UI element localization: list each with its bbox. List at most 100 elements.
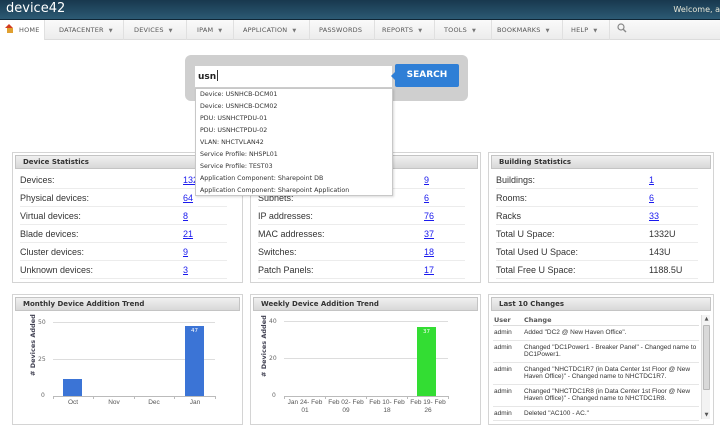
- app-logo[interactable]: device42: [6, 1, 66, 16]
- stat-row: Blade devices: 21: [20, 225, 227, 243]
- nav-help[interactable]: HELP ▼: [563, 20, 610, 40]
- col-user: User: [494, 316, 511, 324]
- y-tick: 50: [38, 319, 46, 326]
- stat-link[interactable]: 17: [424, 265, 435, 275]
- nav-bookmarks[interactable]: BOOKMARKS ▼: [492, 20, 563, 40]
- search-icon[interactable]: [617, 23, 627, 36]
- monthly-trend-panel: Monthly Device Addition Trend # Devices …: [12, 294, 243, 425]
- stat-link[interactable]: 3: [183, 265, 189, 275]
- nav-passwords[interactable]: PASSWORDS: [310, 20, 375, 40]
- stat-row: Total U Space: 1332U: [496, 225, 698, 243]
- panel-title: Weekly Device Addition Trend: [253, 297, 478, 311]
- stat-link[interactable]: 37: [424, 229, 435, 239]
- building-statistics-panel: Building Statistics Buildings: 1 Rooms: 6 …: [488, 152, 714, 283]
- home-icon: [5, 24, 14, 33]
- suggestion-item[interactable]: Application Component: Sharepoint DB: [200, 175, 324, 182]
- stat-link[interactable]: 64: [183, 193, 194, 203]
- search-button[interactable]: SEARCH: [391, 64, 459, 87]
- nav-datacenter[interactable]: DATACENTER ▼: [49, 20, 124, 40]
- panel-title: Device Statistics: [15, 155, 240, 169]
- x-category: Feb 02- Feb 09: [328, 399, 364, 414]
- text-cursor: [217, 70, 219, 81]
- weekly-trend-panel: Weekly Device Addition Trend # Devices A…: [250, 294, 481, 425]
- stat-row: Total Used U Space: 143U: [496, 243, 698, 261]
- stat-link[interactable]: 8: [183, 211, 189, 221]
- x-category: Jan 24- Feb 01: [287, 399, 323, 414]
- table-row: admin Changed "NHCTDC1R8 (in Data Center …: [493, 385, 699, 407]
- y-axis-label: # Devices Added: [260, 315, 268, 377]
- stat-link[interactable]: 18: [424, 247, 435, 257]
- nav-tools[interactable]: TOOLS ▼: [435, 20, 492, 40]
- panel-title: Monthly Device Addition Trend: [15, 297, 240, 311]
- stat-row: Physical devices: 64: [20, 189, 227, 207]
- stat-row: Total Free U Space: 1188.5U: [496, 261, 698, 279]
- table-row: admin Changed "DC1Power1 - Breaker Panel"…: [493, 341, 699, 363]
- scroll-thumb[interactable]: [703, 325, 710, 390]
- chevron-down-icon: ▼: [108, 28, 113, 34]
- search-suggestions-dropdown: Device: USNHCB-DCM01 Device: USNHCB-DCM0…: [195, 88, 393, 196]
- stat-row: Devices: 132: [20, 171, 227, 189]
- y-tick: 0: [41, 392, 45, 399]
- stat-row: Subnets: 6: [258, 189, 465, 207]
- nav-application[interactable]: APPLICATION ▼: [234, 20, 310, 40]
- suggestion-item[interactable]: Service Profile: TEST03: [200, 163, 273, 170]
- panel-title: Last 10 Changes: [491, 297, 711, 311]
- stat-value: 143U: [649, 247, 671, 257]
- chevron-down-icon: ▼: [292, 28, 297, 34]
- nav-devices[interactable]: DEVICES ▼: [124, 20, 187, 40]
- suggestion-item[interactable]: VLAN: NHCTVLAN42: [200, 139, 264, 146]
- stat-link[interactable]: 132: [183, 175, 199, 185]
- monthly-bar-chart: # Devices Added 50 25 0 47 Oct Nov Dec J…: [13, 314, 242, 424]
- x-category: Feb 10- Feb 18: [369, 399, 405, 414]
- col-change: Change: [524, 316, 552, 324]
- nav-home[interactable]: HOME: [0, 20, 45, 40]
- stat-row: Patch Panels: 17: [258, 261, 465, 279]
- stat-row: Virtual devices: 8: [20, 207, 227, 225]
- suggestion-item[interactable]: Application Component: Sharepoint Applic…: [200, 187, 350, 194]
- stat-link[interactable]: 33: [649, 211, 660, 221]
- stat-row: Racks 33: [496, 207, 698, 225]
- stat-link[interactable]: 1: [649, 175, 655, 185]
- weekly-bar-chart: # Devices Added 40 20 0 37 Jan 24- Feb 0…: [251, 314, 480, 424]
- stat-value: 1188.5U: [649, 265, 683, 275]
- nav-ipam[interactable]: IPAM ▼: [187, 20, 234, 40]
- x-category: Nov: [108, 399, 120, 406]
- chevron-down-icon: ▼: [593, 28, 598, 34]
- search-input[interactable]: usn: [195, 66, 392, 87]
- stat-link[interactable]: 9: [424, 175, 430, 185]
- chevron-down-icon: ▼: [545, 28, 550, 34]
- chart-bar[interactable]: 47: [185, 326, 204, 396]
- scroll-down-icon[interactable]: ▼: [704, 412, 709, 418]
- stat-row: Switches: 18: [258, 243, 465, 261]
- x-category: Dec: [148, 399, 160, 406]
- stat-row: IP addresses: 76: [258, 207, 465, 225]
- changes-scrollbar[interactable]: ▲ ▼: [701, 315, 710, 419]
- chart-bar[interactable]: [63, 379, 82, 396]
- suggestion-item[interactable]: Device: USNHCB-DCM02: [200, 103, 278, 110]
- suggestion-item[interactable]: PDU: USNHCTPDU-02: [200, 127, 268, 134]
- stat-row: Cluster devices: 9: [20, 243, 227, 261]
- stat-link[interactable]: 6: [424, 193, 430, 203]
- stat-link[interactable]: 9: [183, 247, 189, 257]
- main-nav: HOME DATACENTER ▼ DEVICES ▼ IPAM ▼ APPLICAT…: [0, 20, 720, 40]
- y-tick: 0: [272, 392, 276, 399]
- stat-link[interactable]: 21: [183, 229, 194, 239]
- stat-link[interactable]: 76: [424, 211, 435, 221]
- y-axis-label: # Devices Added: [29, 314, 37, 376]
- y-tick: 25: [38, 356, 46, 363]
- scroll-up-icon[interactable]: ▲: [704, 316, 709, 322]
- stat-value: 1332U: [649, 229, 676, 239]
- table-row: admin Added "DC2 @ New Haven Office".: [493, 326, 699, 341]
- suggestion-item[interactable]: PDU: USNHCTPDU-01: [200, 115, 268, 122]
- x-category: Feb 19- Feb 26: [410, 399, 446, 414]
- chevron-down-icon: ▼: [168, 28, 173, 34]
- suggestion-item[interactable]: Service Profile: NHSPL01: [200, 151, 278, 158]
- top-header-bar: device42 Welcome, a: [0, 0, 720, 20]
- stat-link[interactable]: 6: [649, 193, 655, 203]
- suggestion-item[interactable]: Device: USNHCB-DCM01: [200, 91, 278, 98]
- nav-reports[interactable]: REPORTS ▼: [375, 20, 435, 40]
- panel-title: Building Statistics: [491, 155, 711, 169]
- chart-bar[interactable]: 37: [417, 327, 436, 396]
- y-tick: 40: [269, 318, 277, 325]
- changes-table: User Change admin Added "DC2 @ New Haven …: [493, 315, 699, 421]
